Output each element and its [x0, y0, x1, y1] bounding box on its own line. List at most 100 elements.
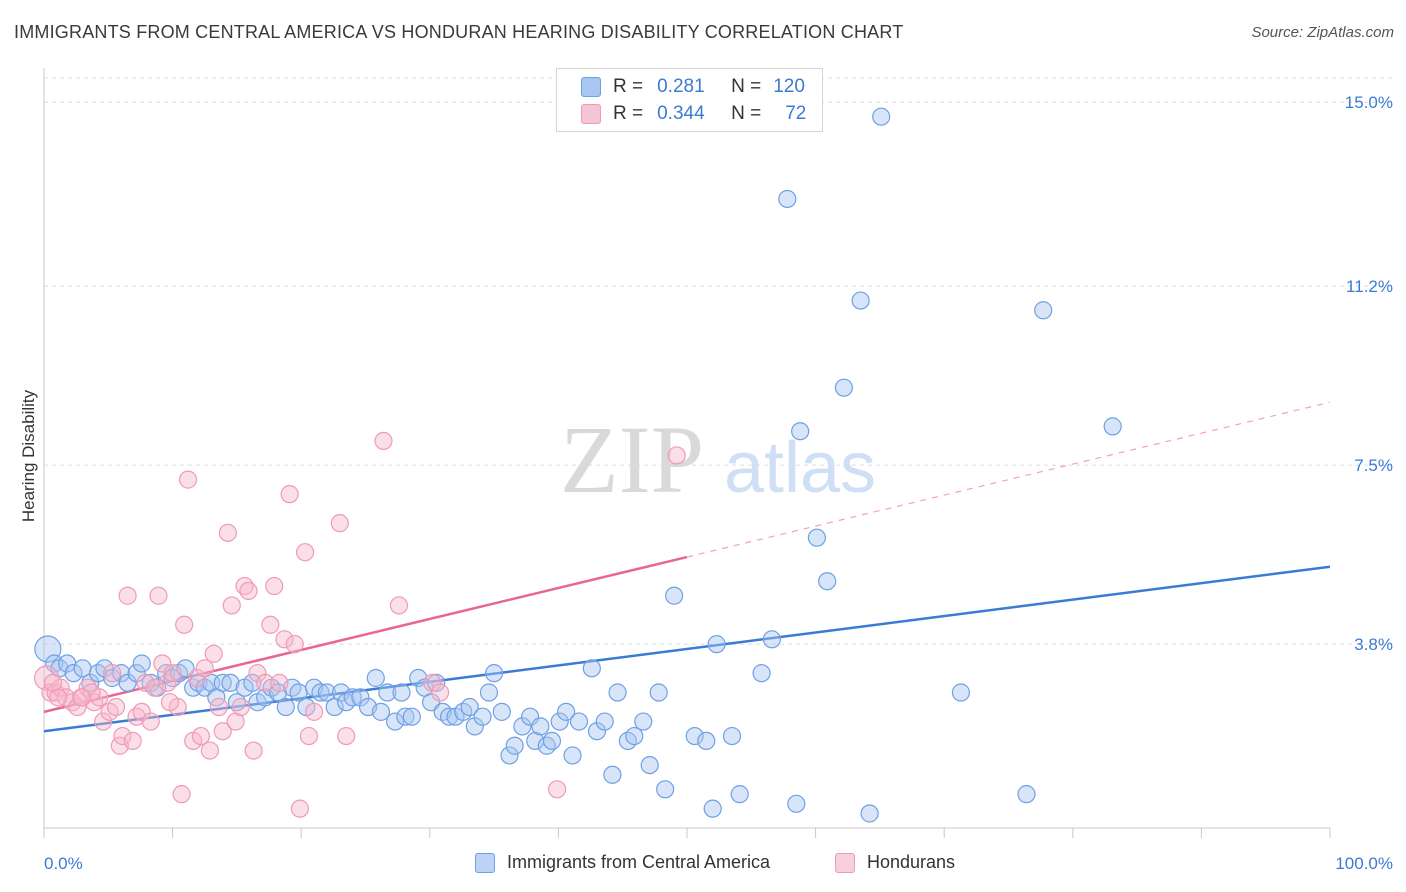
legend-item-immigrants: Immigrants from Central America: [475, 852, 770, 873]
point-hondurans: [113, 726, 132, 746]
point-immigrants: [402, 707, 421, 726]
point-immigrants: [132, 654, 151, 673]
legend-row-immigrants: R = 0.281 N = 120: [581, 74, 805, 100]
point-hondurans: [127, 707, 146, 726]
legend-r-value: 0.344: [657, 103, 705, 124]
point-immigrants: [703, 799, 722, 818]
point-hondurans: [275, 630, 294, 649]
point-immigrants: [791, 422, 810, 441]
point-hondurans: [270, 673, 289, 692]
point-hondurans: [204, 644, 223, 663]
point-immigrants: [45, 654, 64, 673]
legend-n-label: N =: [731, 76, 762, 97]
trendline-hondurans: [43, 555, 688, 714]
point-hondurans: [118, 586, 137, 605]
point-immigrants: [542, 731, 562, 751]
point-hondurans: [265, 576, 284, 596]
x-tick-label: 0.0%: [44, 854, 83, 873]
point-immigrants: [608, 683, 627, 702]
point-immigrants: [366, 668, 385, 688]
point-hondurans: [330, 514, 349, 533]
point-hondurans: [123, 731, 142, 751]
point-hondurans: [141, 712, 160, 731]
point-hondurans: [72, 688, 91, 707]
legend-n-label: N =: [731, 103, 762, 124]
point-hondurans: [231, 697, 250, 717]
point-hondurans: [94, 712, 113, 731]
point-immigrants: [465, 717, 484, 736]
point-immigrants: [685, 726, 704, 746]
point-immigrants: [427, 673, 446, 692]
point-immigrants: [595, 712, 614, 731]
point-immigrants: [485, 664, 504, 683]
legend-r-label: R =: [613, 76, 644, 97]
point-hondurans: [290, 799, 310, 818]
legend-row-hondurans: R = 0.344 N = 72: [581, 101, 806, 127]
y-tick-label: 15.0%: [1345, 93, 1393, 112]
point-immigrants: [268, 683, 288, 702]
correlation-legend: R = 0.281 N = 120 R = 0.344 N = 72: [556, 68, 823, 132]
point-hondurans: [285, 635, 304, 654]
point-hondurans: [374, 431, 393, 451]
point-hondurans: [195, 659, 214, 678]
point-immigrants: [317, 683, 337, 702]
watermark-atlas: atlas: [724, 428, 876, 508]
point-hondurans: [218, 523, 237, 542]
point-immigrants: [707, 635, 726, 654]
y-axis-title: Hearing Disability: [19, 389, 38, 522]
point-immigrants: [860, 804, 879, 823]
point-immigrants: [807, 528, 826, 547]
watermark-zip: ZIP: [560, 406, 704, 513]
point-immigrants: [439, 707, 459, 726]
legend-swatch-pink: [835, 852, 855, 873]
legend-swatch-blue: [475, 852, 495, 873]
point-immigrants: [396, 707, 415, 726]
point-immigrants: [665, 586, 684, 605]
point-hondurans: [63, 693, 82, 712]
point-immigrants: [492, 702, 511, 721]
legend-swatch-blue: [581, 77, 601, 97]
point-hondurans: [213, 722, 232, 741]
series-legend: Immigrants from Central America Honduran…: [0, 852, 1406, 878]
point-immigrants: [834, 378, 853, 397]
point-hondurans: [160, 693, 180, 712]
point-immigrants: [872, 107, 891, 126]
point-hondurans: [244, 741, 263, 760]
point-immigrants: [550, 712, 569, 731]
point-immigrants: [460, 697, 479, 717]
point-immigrants: [818, 572, 837, 591]
point-hondurans: [175, 615, 194, 634]
point-immigrants: [557, 702, 576, 721]
legend-n-value: 72: [785, 103, 807, 124]
point-hondurans: [248, 664, 267, 683]
point-hondurans: [548, 780, 567, 799]
point-hondurans: [261, 615, 280, 634]
point-immigrants: [587, 722, 607, 741]
point-hondurans: [82, 683, 101, 702]
point-immigrants: [537, 736, 556, 755]
point-immigrants: [378, 683, 397, 702]
point-immigrants: [778, 189, 797, 209]
point-hondurans: [430, 683, 450, 702]
point-immigrants: [276, 697, 295, 717]
legend-r-label: R =: [613, 103, 644, 124]
point-hondurans: [239, 581, 258, 601]
y-tick-label: 7.5%: [1354, 456, 1393, 475]
trendline-immigrants: [43, 565, 1331, 733]
point-hondurans: [163, 664, 182, 683]
point-hondurans: [172, 785, 191, 804]
point-hondurans: [200, 741, 219, 760]
point-immigrants: [851, 291, 870, 310]
point-hondurans: [423, 673, 442, 692]
point-immigrants: [1034, 301, 1053, 320]
point-immigrants: [582, 659, 601, 678]
point-immigrants: [513, 717, 532, 736]
legend-item-hondurans: Hondurans: [835, 852, 955, 873]
point-immigrants: [722, 726, 742, 746]
point-immigrants: [697, 731, 716, 751]
point-hondurans: [68, 697, 87, 717]
point-immigrants: [649, 683, 668, 702]
point-hondurans: [106, 697, 126, 717]
point-immigrants: [505, 736, 524, 755]
